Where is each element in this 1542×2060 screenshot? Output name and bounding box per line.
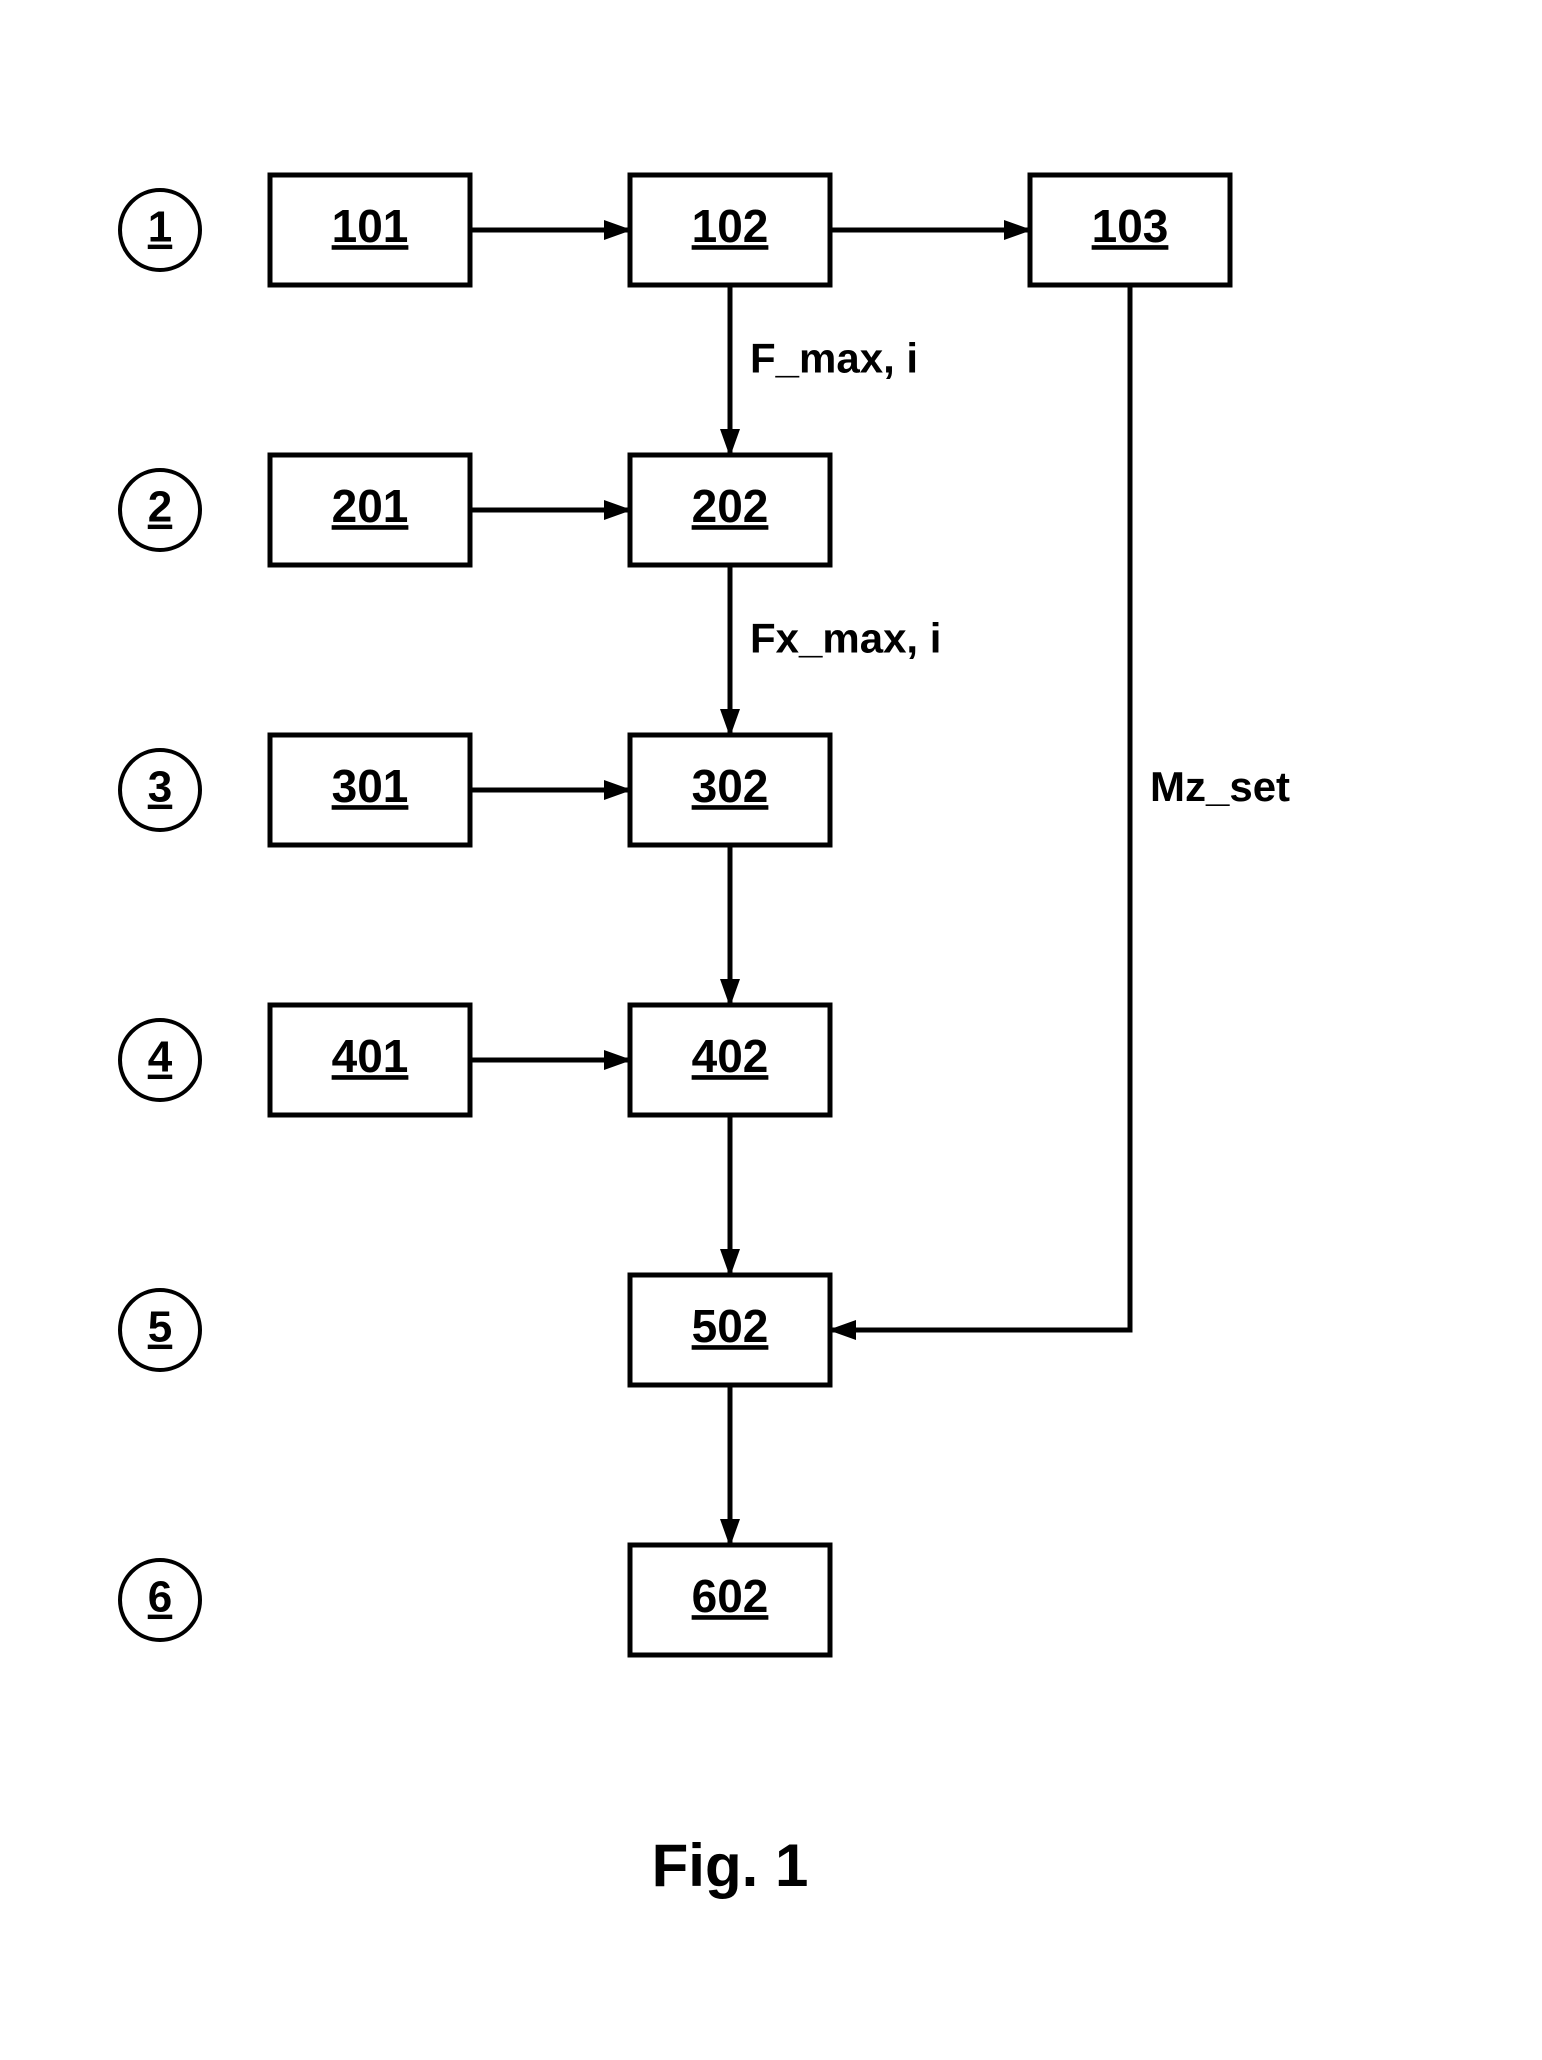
- row-marker-e2: 2: [120, 470, 200, 550]
- row-marker-label-e1: 1: [148, 203, 172, 252]
- box-b602: 602: [630, 1545, 830, 1655]
- box-label-b502: 502: [692, 1300, 769, 1352]
- box-b103: 103: [1030, 175, 1230, 285]
- box-label-b103: 103: [1092, 200, 1169, 252]
- edge-label-b202-b302: Fx_max, i: [750, 615, 941, 662]
- box-b102: 102: [630, 175, 830, 285]
- edge-b103-b502: [830, 285, 1130, 1330]
- row-marker-e3: 3: [120, 750, 200, 830]
- edge-label-b102-b202: F_max, i: [750, 335, 918, 382]
- box-b101: 101: [270, 175, 470, 285]
- box-b402: 402: [630, 1005, 830, 1115]
- row-marker-label-e2: 2: [148, 483, 172, 532]
- row-marker-e6: 6: [120, 1560, 200, 1640]
- box-label-b102: 102: [692, 200, 769, 252]
- row-marker-label-e3: 3: [148, 763, 172, 812]
- box-b302: 302: [630, 735, 830, 845]
- diagram-canvas: F_max, i Fx_max, i Mz_set 101 102 103 201 202 30…: [0, 0, 1542, 2060]
- row-marker-label-e5: 5: [148, 1303, 172, 1352]
- box-label-b201: 201: [332, 480, 409, 532]
- row-marker-label-e4: 4: [148, 1033, 173, 1082]
- row-marker-e4: 4: [120, 1020, 200, 1100]
- box-b201: 201: [270, 455, 470, 565]
- box-b502: 502: [630, 1275, 830, 1385]
- box-label-b302: 302: [692, 760, 769, 812]
- box-b202: 202: [630, 455, 830, 565]
- box-label-b301: 301: [332, 760, 409, 812]
- box-label-b402: 402: [692, 1030, 769, 1082]
- row-marker-e5: 5: [120, 1290, 200, 1370]
- box-label-b202: 202: [692, 480, 769, 532]
- row-marker-e1: 1: [120, 190, 200, 270]
- box-b301: 301: [270, 735, 470, 845]
- figure-caption: Fig. 1: [652, 1832, 809, 1899]
- row-marker-label-e6: 6: [148, 1573, 172, 1622]
- box-label-b602: 602: [692, 1570, 769, 1622]
- box-label-b401: 401: [332, 1030, 409, 1082]
- edge-label-b103-b502: Mz_set: [1150, 763, 1290, 810]
- box-b401: 401: [270, 1005, 470, 1115]
- box-label-b101: 101: [332, 200, 409, 252]
